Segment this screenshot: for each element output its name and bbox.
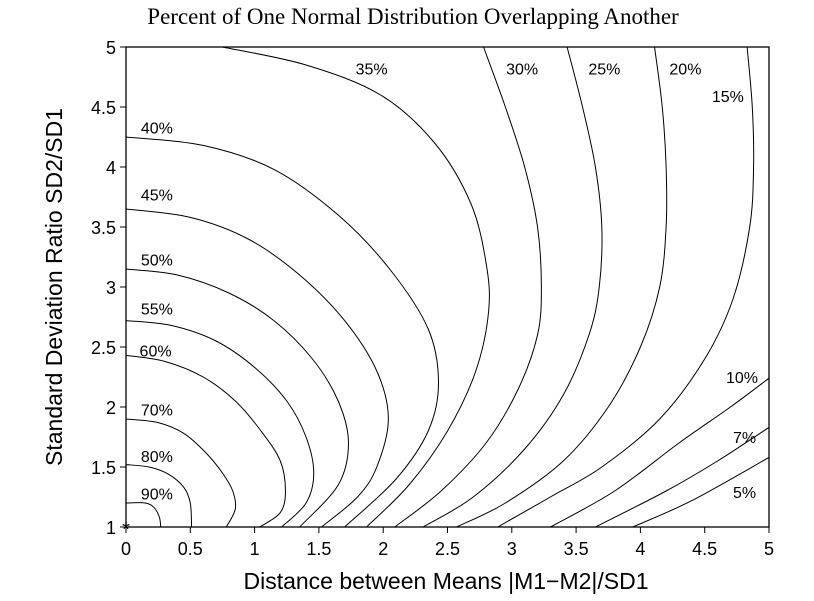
- contour-line-7pct: [595, 426, 770, 528]
- contour-label: 80%: [141, 449, 173, 466]
- contour-line-40pct: [125, 136, 439, 528]
- x-axis-label: Distance between Means |M1−M2|/SD1: [243, 568, 648, 594]
- contour-line-90pct: [125, 502, 162, 528]
- y-tick-label: 2: [106, 398, 116, 418]
- contour-line-20pct: [456, 46, 668, 528]
- y-tick-label: 1.5: [91, 458, 116, 478]
- contour-line-80pct: [125, 464, 193, 528]
- contour-line-45pct: [125, 208, 389, 528]
- contour-line-50pct: [125, 268, 349, 528]
- contour-label: 40%: [141, 120, 173, 137]
- x-tick-label: 1: [250, 539, 260, 559]
- contour-line-15pct: [497, 46, 755, 528]
- contour-labels: 90% 80% 70% 60% 55% 50% 45% 40% 35% 30% 25% 20% 15% 1…: [140, 62, 758, 504]
- y-tick-label: 4: [106, 158, 116, 178]
- contour-label: 7%: [733, 430, 756, 447]
- x-tick-label: 3: [507, 539, 517, 559]
- y-axis-label: Standard Deviation Ratio SD2/SD1: [41, 108, 67, 466]
- x-tick-label: 3.5: [564, 539, 589, 559]
- contour-label: 5%: [733, 485, 756, 502]
- contour-label: 25%: [588, 62, 620, 79]
- contour-label: 30%: [506, 62, 538, 79]
- contour-label: 20%: [669, 62, 701, 79]
- y-tick-label: 3: [106, 278, 116, 298]
- y-tick-label: 4.5: [91, 98, 116, 118]
- contour-line-55pct: [125, 320, 315, 528]
- contour-label: 15%: [712, 89, 744, 106]
- y-tick-label: 5: [106, 38, 116, 58]
- y-axis-ticks: 1 1.5 2 2.5 3 3.5 4 4.5 5: [91, 38, 126, 538]
- x-tick-label: 1.5: [306, 539, 331, 559]
- contour-label: 50%: [141, 252, 173, 269]
- contour-label: 55%: [141, 302, 173, 319]
- contour-label: 70%: [141, 402, 173, 419]
- origin-marker: *: [122, 519, 130, 541]
- chart-title: Percent of One Normal Distribution Overl…: [147, 4, 679, 29]
- contour-label: 35%: [356, 62, 388, 79]
- x-axis-ticks: 0 0.5 1 1.5 2 2.5 3 3.5 4 4.5 5: [121, 527, 774, 559]
- contour-line-30pct: [394, 46, 542, 528]
- contour-line-5pct: [632, 456, 770, 528]
- contour-label: 45%: [141, 188, 173, 205]
- contour-label: 10%: [726, 370, 758, 387]
- contour-line-10pct: [550, 377, 770, 528]
- x-tick-label: 0: [121, 539, 131, 559]
- x-tick-label: 2: [378, 539, 388, 559]
- y-tick-label: 1: [106, 518, 116, 538]
- x-tick-label: 5: [764, 539, 774, 559]
- plot-frame: [125, 46, 770, 528]
- contour-label: 90%: [141, 486, 173, 503]
- x-tick-label: 4.5: [692, 539, 717, 559]
- contour-label: 60%: [140, 344, 172, 361]
- contour-line-70pct: [125, 418, 237, 528]
- x-tick-label: 2.5: [435, 539, 460, 559]
- y-tick-label: 3.5: [91, 218, 116, 238]
- contour-line-35pct: [222, 46, 490, 528]
- contour-line-25pct: [422, 46, 603, 528]
- y-tick-label: 2.5: [91, 338, 116, 358]
- contour-lines: [125, 46, 770, 528]
- contour-line-60pct: [125, 354, 286, 528]
- x-tick-label: 4: [635, 539, 645, 559]
- x-tick-label: 0.5: [178, 539, 203, 559]
